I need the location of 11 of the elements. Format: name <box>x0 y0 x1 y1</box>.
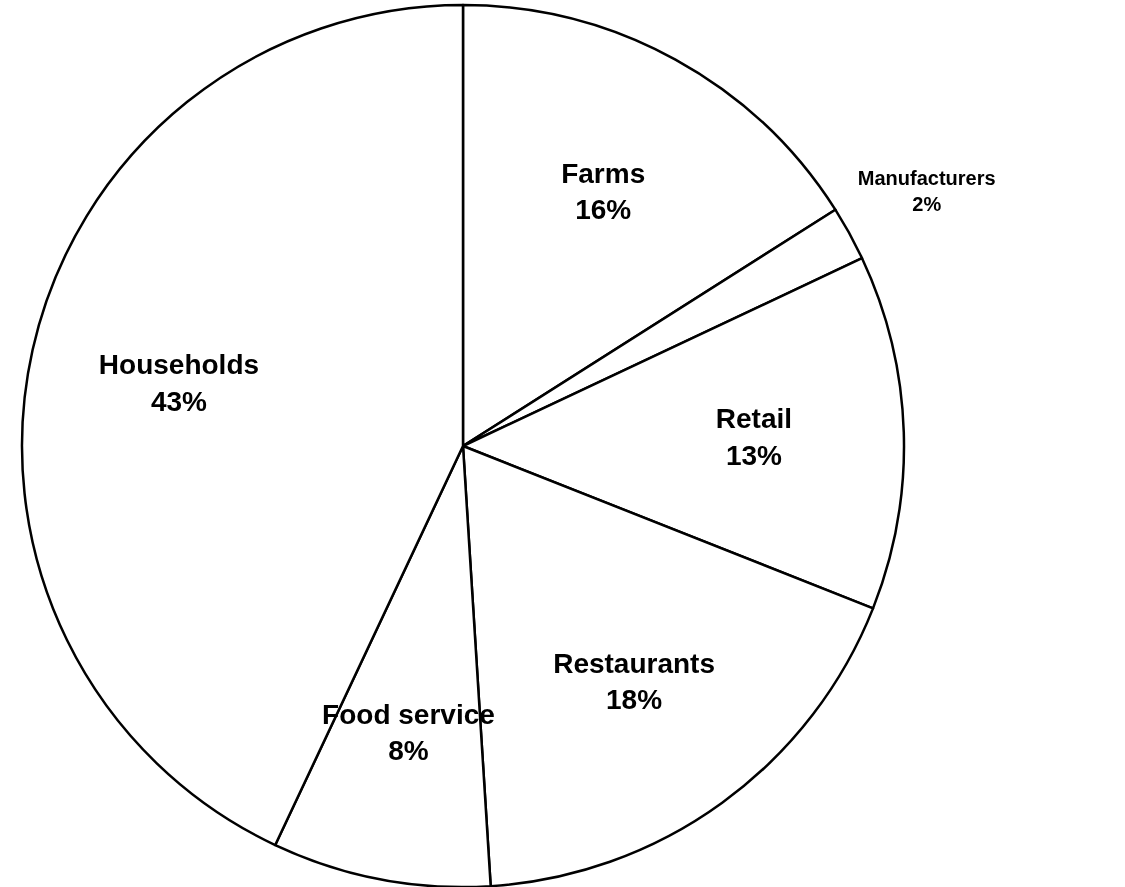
data-label: 18% <box>606 684 663 716</box>
data-label: 43% <box>150 385 208 417</box>
data-label: 2% <box>912 193 942 216</box>
data-label: 13% <box>725 439 783 471</box>
slice-label: Farms <box>561 157 646 189</box>
slice-label: Households <box>98 349 260 381</box>
slice-label: Restaurants <box>553 648 715 680</box>
data-label: 8% <box>388 734 429 766</box>
data-label: 16% <box>575 193 632 225</box>
slice-label: Manufacturers <box>857 167 996 190</box>
slice-label: Retail <box>715 403 793 435</box>
